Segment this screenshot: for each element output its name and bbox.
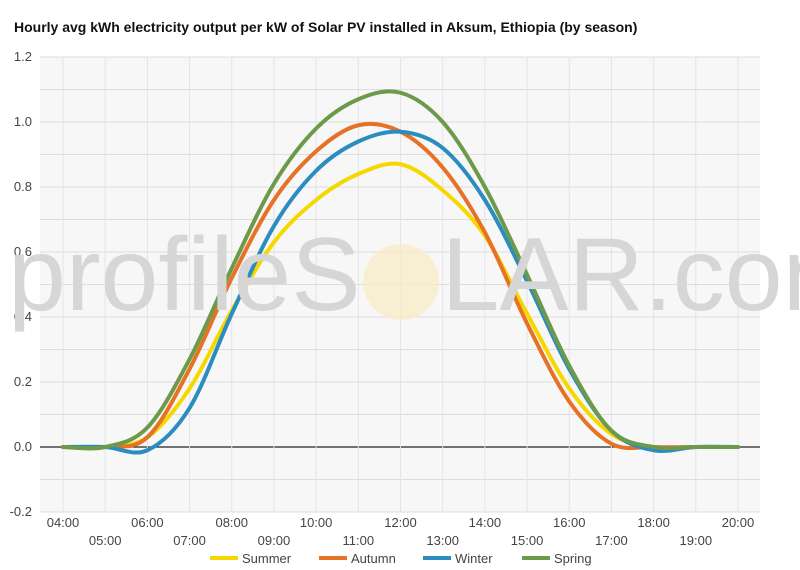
y-tick-label: 1.2 bbox=[14, 49, 32, 64]
legend-label: Summer bbox=[242, 551, 292, 566]
x-tick-label: 06:00 bbox=[131, 515, 164, 530]
x-tick-label: 19:00 bbox=[680, 533, 713, 548]
legend-label: Autumn bbox=[351, 551, 396, 566]
x-tick-label: 16:00 bbox=[553, 515, 586, 530]
y-tick-label: 1.0 bbox=[14, 114, 32, 129]
x-tick-label: 17:00 bbox=[595, 533, 628, 548]
x-tick-label: 14:00 bbox=[469, 515, 502, 530]
x-tick-label: 10:00 bbox=[300, 515, 333, 530]
x-tick-label: 18:00 bbox=[637, 515, 670, 530]
x-tick-label: 11:00 bbox=[343, 533, 375, 548]
x-tick-label: 04:00 bbox=[47, 515, 80, 530]
legend-label: Spring bbox=[554, 551, 592, 566]
chart-title: Hourly avg kWh electricity output per kW… bbox=[14, 19, 638, 35]
legend-label: Winter bbox=[455, 551, 493, 566]
x-tick-label: 09:00 bbox=[258, 533, 291, 548]
y-tick-label: -0.2 bbox=[10, 504, 32, 519]
x-tick-label: 15:00 bbox=[511, 533, 544, 548]
y-tick-label: 0.6 bbox=[14, 244, 32, 259]
watermark-sun-icon bbox=[363, 244, 440, 320]
x-tick-label: 08:00 bbox=[215, 515, 248, 530]
x-tick-label: 07:00 bbox=[173, 533, 206, 548]
y-tick-label: 0.8 bbox=[14, 179, 32, 194]
y-tick-label: 0.2 bbox=[14, 374, 32, 389]
x-tick-label: 12:00 bbox=[384, 515, 417, 530]
y-tick-label: 0.4 bbox=[14, 309, 32, 324]
x-tick-label: 20:00 bbox=[722, 515, 755, 530]
x-tick-label: 05:00 bbox=[89, 533, 122, 548]
x-tick-label: 13:00 bbox=[426, 533, 459, 548]
series-line-spring bbox=[61, 89, 740, 451]
watermark: profileSOLAR.com bbox=[8, 217, 800, 333]
y-tick-label: 0.0 bbox=[14, 439, 32, 454]
